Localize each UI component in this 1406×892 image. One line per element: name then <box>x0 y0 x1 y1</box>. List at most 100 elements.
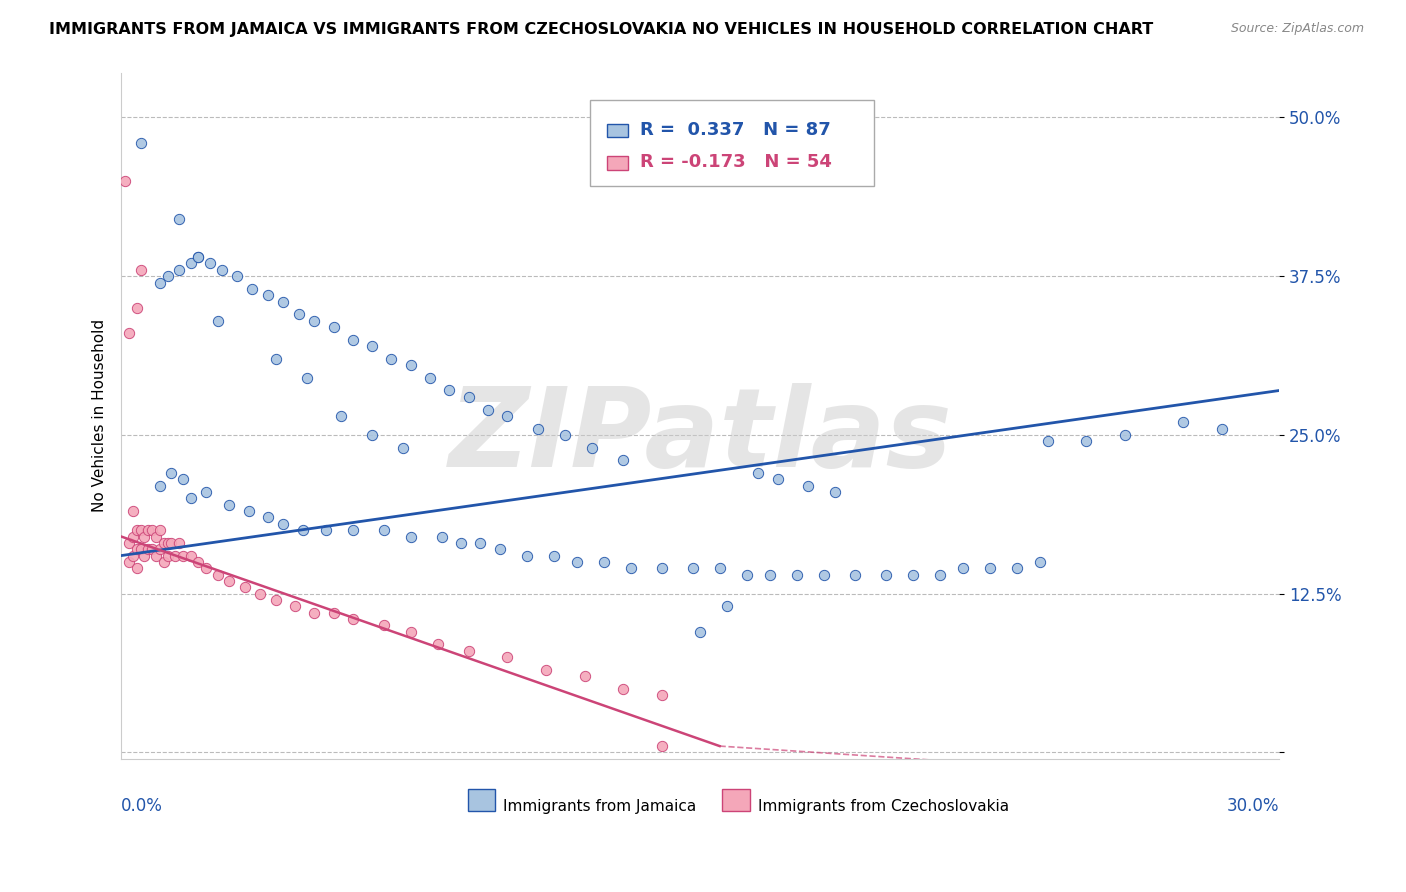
Point <box>813 567 835 582</box>
Point <box>322 320 344 334</box>
Point <box>330 409 353 423</box>
Point <box>534 663 557 677</box>
Text: 30.0%: 30.0% <box>1227 797 1279 814</box>
Point <box>651 561 673 575</box>
Point <box>114 174 136 188</box>
FancyBboxPatch shape <box>468 789 495 811</box>
Point <box>304 606 326 620</box>
Point <box>1005 561 1028 575</box>
Point <box>399 624 422 639</box>
Point <box>342 612 364 626</box>
Point <box>797 479 820 493</box>
Text: Source: ZipAtlas.com: Source: ZipAtlas.com <box>1230 22 1364 36</box>
Point <box>373 618 395 632</box>
Point <box>149 479 172 493</box>
Point <box>257 288 280 302</box>
Point <box>226 269 249 284</box>
Point <box>419 371 441 385</box>
Point <box>149 523 172 537</box>
Point <box>470 536 492 550</box>
Point <box>198 256 221 270</box>
Point <box>392 441 415 455</box>
Point <box>342 333 364 347</box>
Point <box>620 561 643 575</box>
Point <box>747 466 769 480</box>
Point <box>167 536 190 550</box>
Point <box>824 485 846 500</box>
FancyBboxPatch shape <box>723 789 751 811</box>
Point <box>156 269 179 284</box>
Point <box>689 624 711 639</box>
Point <box>450 536 472 550</box>
Point <box>273 294 295 309</box>
Point <box>125 301 148 315</box>
Point <box>304 313 326 327</box>
Point <box>172 472 194 486</box>
Point <box>218 574 240 588</box>
Point <box>257 510 280 524</box>
Point <box>152 555 174 569</box>
Point <box>430 529 453 543</box>
Point <box>149 542 172 557</box>
Text: Immigrants from Czechoslovakia: Immigrants from Czechoslovakia <box>758 798 1010 814</box>
Point <box>592 555 614 569</box>
Point <box>527 421 550 435</box>
Point <box>160 466 183 480</box>
Point <box>612 681 634 696</box>
Point <box>844 567 866 582</box>
Point <box>134 549 156 563</box>
Point <box>291 523 314 537</box>
Point <box>979 561 1001 575</box>
Point <box>457 390 479 404</box>
Point <box>361 339 384 353</box>
FancyBboxPatch shape <box>606 156 627 169</box>
Text: Immigrants from Jamaica: Immigrants from Jamaica <box>503 798 697 814</box>
Point <box>315 523 337 537</box>
Point <box>152 536 174 550</box>
Point <box>1211 421 1233 435</box>
Point <box>136 523 159 537</box>
Point <box>187 250 209 264</box>
Point <box>273 516 295 531</box>
Point <box>121 504 143 518</box>
Point <box>264 593 287 607</box>
Point <box>543 549 565 563</box>
Point <box>716 599 738 614</box>
Y-axis label: No Vehicles in Household: No Vehicles in Household <box>93 319 107 512</box>
Point <box>129 542 152 557</box>
Point <box>488 542 510 557</box>
Point <box>167 263 190 277</box>
Point <box>118 555 141 569</box>
Point <box>249 587 271 601</box>
Point <box>361 428 384 442</box>
Point <box>180 256 202 270</box>
Point <box>134 529 156 543</box>
Point <box>129 523 152 537</box>
Point <box>238 504 260 518</box>
Point <box>1036 434 1059 449</box>
Point <box>574 669 596 683</box>
Point <box>207 567 229 582</box>
Point <box>211 263 233 277</box>
Point <box>242 282 264 296</box>
Text: R = -0.173   N = 54: R = -0.173 N = 54 <box>640 153 832 171</box>
Point <box>1076 434 1098 449</box>
Point <box>373 523 395 537</box>
Point <box>901 567 924 582</box>
Point <box>342 523 364 537</box>
Point <box>180 549 202 563</box>
Point <box>129 136 152 150</box>
Point <box>322 606 344 620</box>
Point <box>118 326 141 341</box>
Text: R =  0.337   N = 87: R = 0.337 N = 87 <box>640 121 831 139</box>
Text: ZIPatlas: ZIPatlas <box>449 383 952 490</box>
Point <box>457 644 479 658</box>
Point <box>136 542 159 557</box>
Point <box>928 567 950 582</box>
Point <box>766 472 789 486</box>
Point <box>118 536 141 550</box>
Point <box>187 250 209 264</box>
Point <box>160 536 183 550</box>
Point <box>156 549 179 563</box>
Point <box>125 542 148 557</box>
